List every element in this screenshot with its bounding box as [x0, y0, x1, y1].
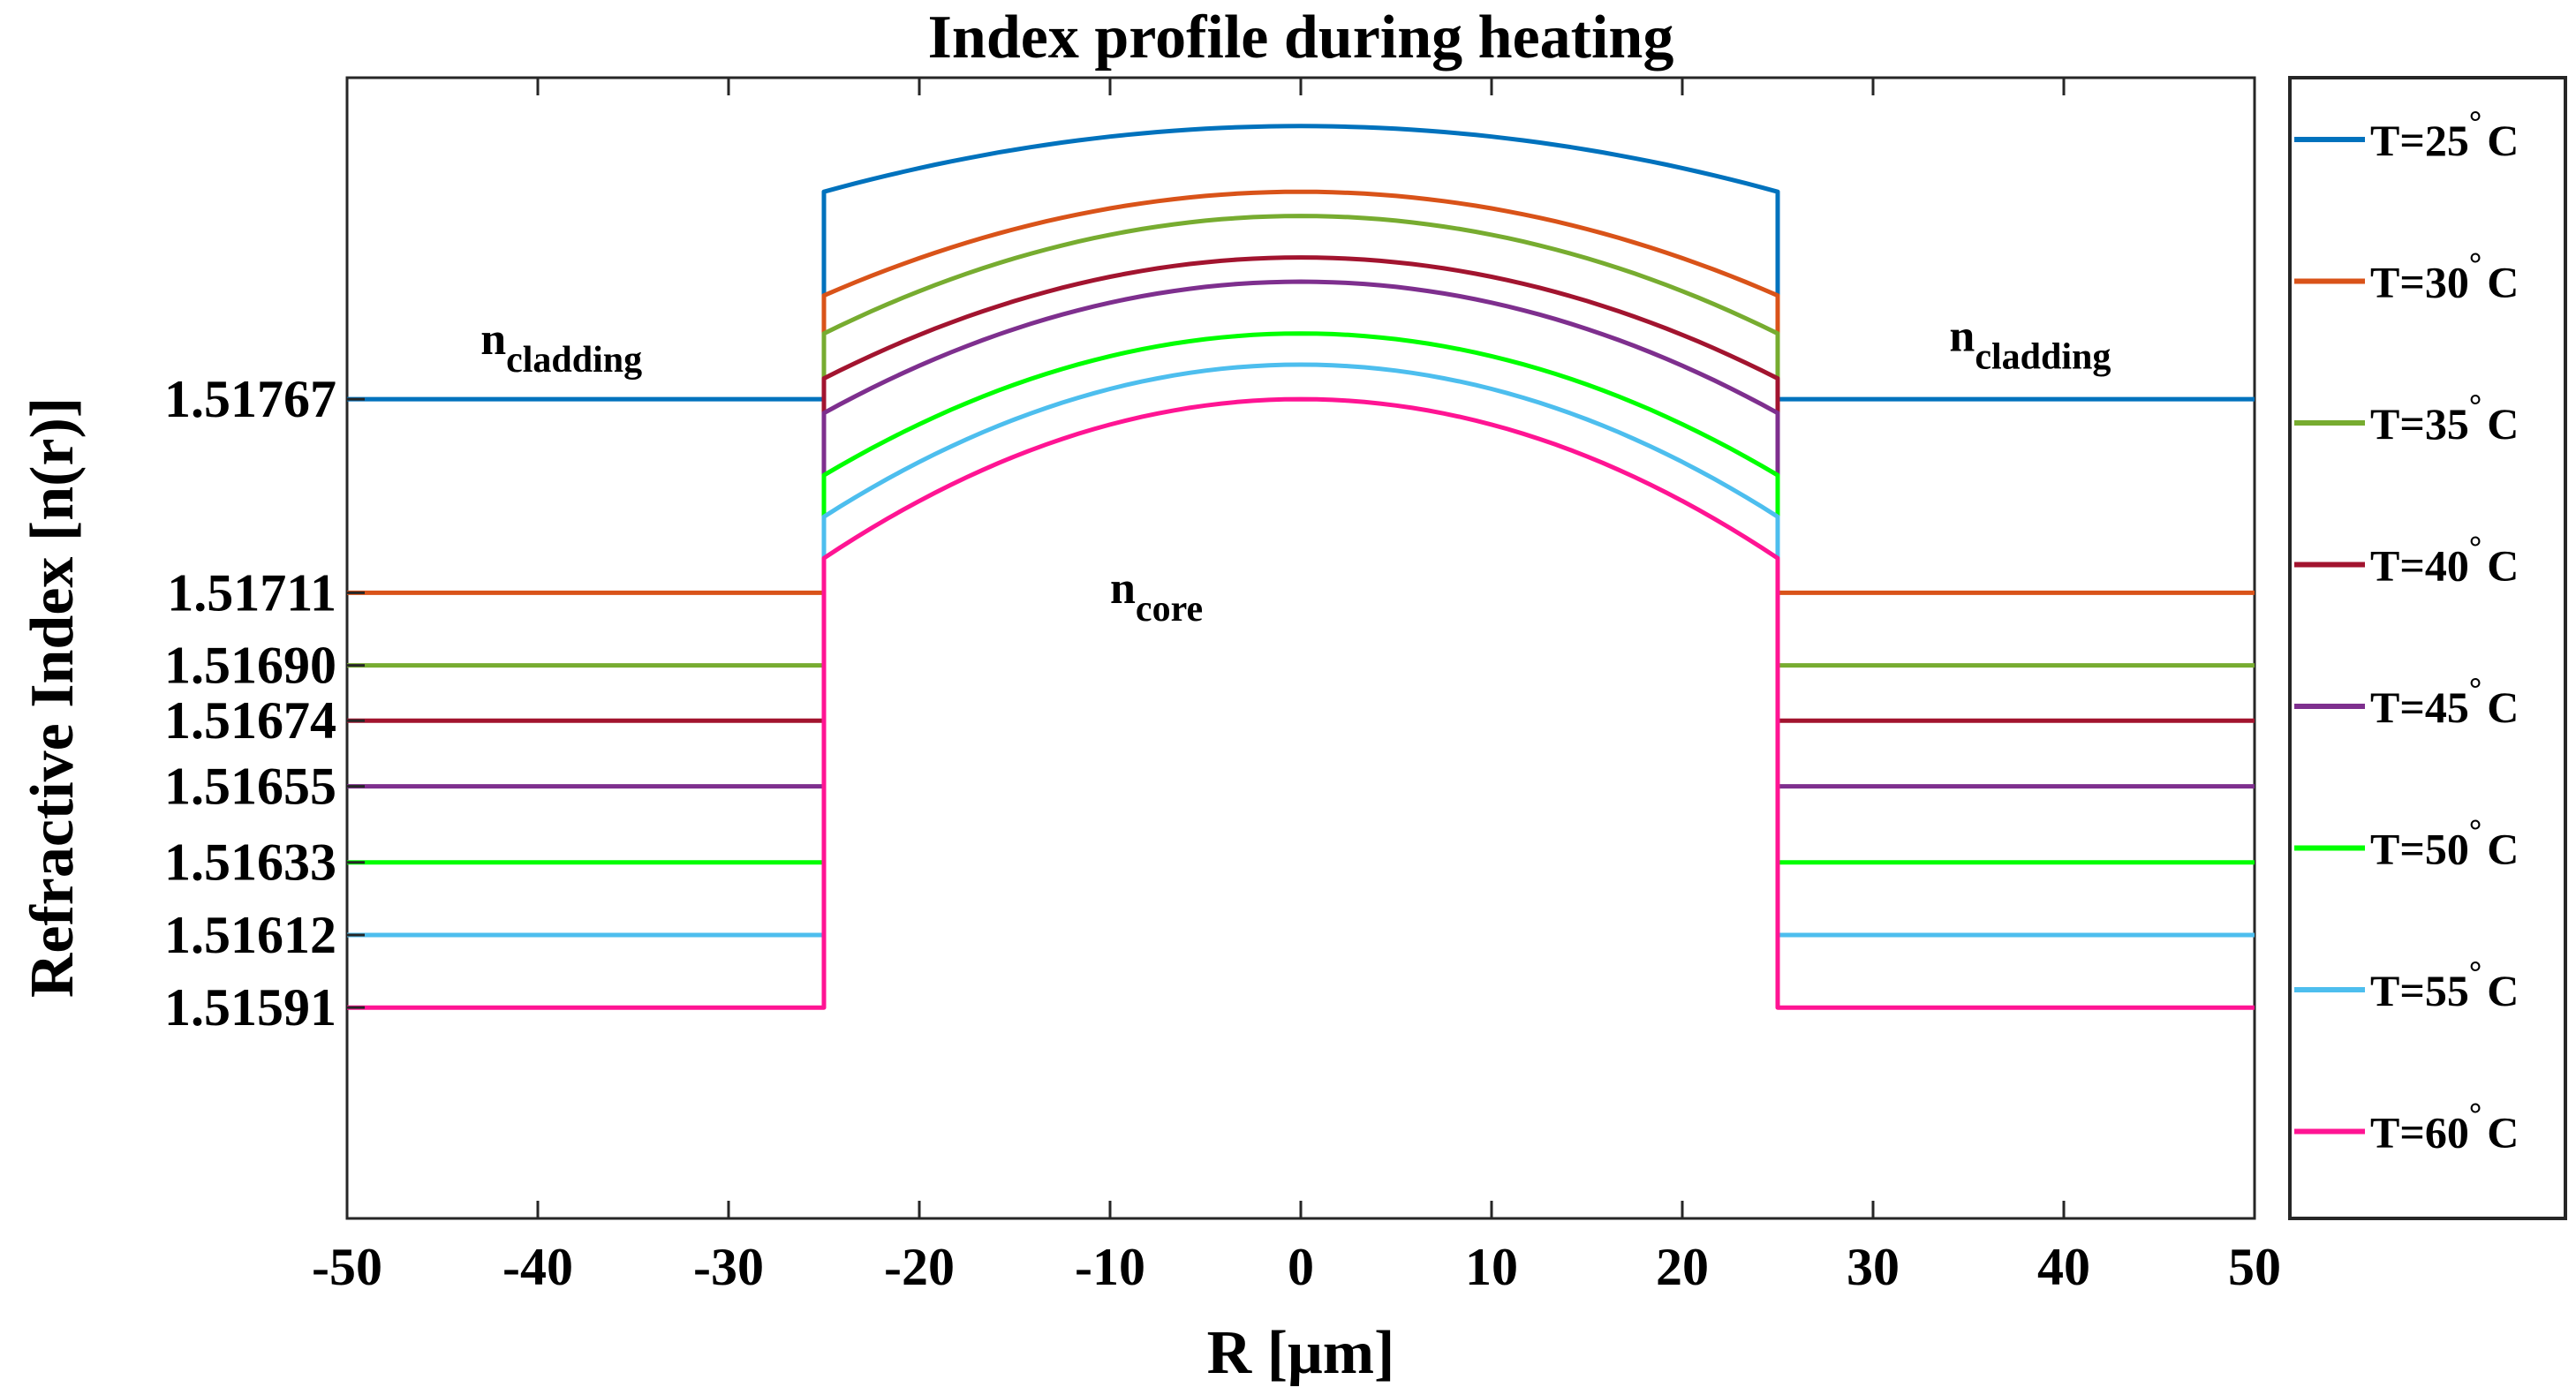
x-tick-label: 50	[2228, 1238, 2281, 1296]
series-line-8	[347, 396, 2255, 1010]
y-tick-label: 1.51674	[164, 691, 336, 750]
annotations: ncladding ncladding ncore	[480, 311, 2111, 630]
x-axis-label: R [μm]	[1207, 1319, 1395, 1387]
y-tick-label: 1.51711	[167, 563, 336, 622]
y-tick-label: 1.51767	[164, 370, 336, 428]
y-tick-label: 1.51612	[164, 906, 336, 964]
y-axis-label: Refractive Index [n(r)]	[19, 397, 87, 998]
plot-frame	[345, 76, 2256, 1220]
x-tick-label: 10	[1465, 1238, 1518, 1296]
annotation-cladding: ncladding	[480, 314, 642, 381]
x-tick-label: -30	[693, 1238, 764, 1296]
series-line-3	[347, 214, 2255, 668]
x-tick-label: -20	[884, 1238, 955, 1296]
annotation-cladding: ncladding	[1949, 311, 2111, 377]
annotation-core: ncore	[1110, 563, 1203, 630]
legend-box	[2288, 76, 2567, 1220]
y-tick-label: 1.51655	[164, 758, 336, 816]
series-group	[347, 124, 2255, 1010]
x-axis-ticks: -50 -40 -30 -20 -10 0 10 20 30 40 50	[312, 78, 2281, 1296]
chart-title: Index profile during heating	[928, 4, 1674, 72]
x-tick-label: -10	[1075, 1238, 1145, 1296]
x-tick-label: -50	[312, 1238, 382, 1296]
y-tick-label: 1.51591	[164, 978, 336, 1037]
x-tick-label: 20	[1656, 1238, 1709, 1296]
x-tick-label: -40	[502, 1238, 573, 1296]
series-line-2	[347, 189, 2255, 595]
y-tick-label: 1.51633	[164, 833, 336, 892]
series-line-6	[347, 331, 2255, 865]
series-line-7	[347, 362, 2255, 938]
x-tick-label: 30	[1847, 1238, 1900, 1296]
y-tick-label: 1.51690	[164, 637, 336, 695]
x-tick-label: 0	[1288, 1238, 1314, 1296]
series-line-5	[347, 279, 2255, 789]
series-line-4	[347, 255, 2255, 723]
y-axis-ticks: 1.51591 1.51612 1.51633 1.51655 1.516741.516…	[164, 370, 365, 1037]
x-tick-label: 40	[2037, 1238, 2090, 1296]
series-line-1	[347, 124, 2255, 402]
